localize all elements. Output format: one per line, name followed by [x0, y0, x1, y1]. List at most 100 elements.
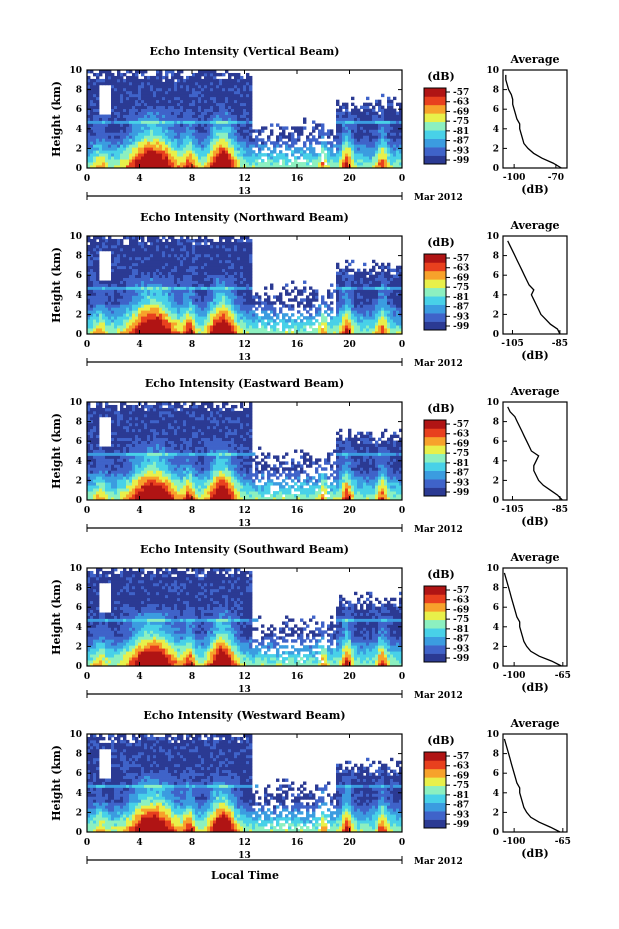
heat-cell: [156, 292, 160, 296]
heat-cell: [234, 111, 238, 115]
heat-cell: [198, 259, 202, 264]
heat-cell: [102, 280, 106, 284]
heat-cell: [354, 319, 358, 323]
heat-cell: [207, 117, 211, 121]
heat-cell: [120, 277, 124, 281]
heat-cell: [231, 102, 235, 107]
heat-cell: [387, 132, 391, 136]
heat-cell: [354, 135, 358, 139]
heat-cell: [168, 310, 172, 314]
heat-cell: [384, 156, 388, 160]
heat-cell: [123, 123, 127, 127]
heat-cell: [234, 120, 238, 124]
heat-cell: [225, 304, 229, 308]
heat-cell: [345, 316, 349, 320]
heat-cell: [303, 117, 307, 121]
heat-cell: [228, 159, 232, 163]
heat-cell: [396, 141, 400, 145]
heat-cell: [198, 123, 202, 127]
heat-cell: [207, 319, 211, 323]
heat-cell: [132, 102, 136, 107]
heat-cell: [243, 162, 247, 166]
heat-cell: [249, 99, 253, 104]
heat-cell: [390, 298, 394, 302]
heat-cell: [186, 250, 190, 255]
heat-cell: [171, 84, 175, 89]
heat-cell: [150, 99, 154, 104]
heat-cell: [345, 268, 349, 273]
heat-cell: [225, 120, 229, 124]
heat-cell: [375, 286, 379, 290]
heat-cell: [195, 129, 199, 133]
heat-cell: [186, 265, 190, 270]
heat-cell: [195, 105, 199, 110]
heat-cell: [87, 236, 91, 240]
heat-cell: [162, 277, 166, 281]
heat-cell: [147, 99, 151, 104]
heat-cell: [228, 307, 232, 311]
colorbar-label: -87: [453, 137, 469, 147]
heat-cell: [285, 325, 289, 329]
heat-cell: [384, 120, 388, 124]
heat-cell: [270, 310, 274, 314]
heat-cell: [87, 316, 91, 320]
heat-cell: [117, 244, 121, 249]
heat-cell: [138, 132, 142, 136]
heat-cell: [339, 147, 343, 151]
heat-cell: [369, 111, 373, 115]
heat-cell: [123, 283, 127, 287]
heat-cell: [222, 307, 226, 311]
heat-cell: [327, 328, 331, 332]
heat-cell: [393, 310, 397, 314]
heat-cell: [378, 274, 382, 278]
heat-cell: [111, 156, 115, 160]
heat-cell: [111, 295, 115, 299]
heat-cell: [231, 150, 235, 154]
heat-cell: [114, 274, 118, 278]
heat-cell: [135, 120, 139, 124]
heat-cell: [339, 165, 343, 169]
heat-cell: [360, 271, 364, 276]
heat-cell: [384, 328, 388, 332]
heat-cell: [114, 295, 118, 299]
heat-cell: [192, 238, 196, 243]
heat-cell: [330, 301, 334, 305]
heat-cell: [375, 123, 379, 127]
heat-cell: [117, 123, 121, 127]
heat-cell: [267, 322, 271, 326]
heat-cell: [363, 165, 367, 169]
heat-cell: [204, 313, 208, 317]
avg-y-tick-label: 10: [486, 66, 499, 76]
heat-cell: [360, 150, 364, 154]
heat-cell: [186, 283, 190, 287]
heat-cell: [372, 289, 376, 293]
heat-cell: [120, 90, 124, 95]
heat-cell: [351, 301, 355, 305]
heat-cell: [372, 114, 376, 118]
heat-cell: [213, 277, 217, 281]
heat-cell: [222, 253, 226, 258]
heat-cell: [183, 331, 187, 335]
heat-cell: [396, 162, 400, 166]
heat-cell: [339, 322, 343, 326]
heat-cell: [336, 141, 340, 145]
heat-cell: [198, 298, 202, 302]
heat-cell: [201, 117, 205, 121]
heat-cell: [237, 319, 241, 323]
heat-cell: [126, 159, 130, 163]
heat-cell: [102, 295, 106, 299]
heat-cell: [132, 81, 136, 86]
heat-cell: [159, 141, 163, 145]
heat-cell: [111, 316, 115, 320]
heat-cell: [144, 153, 148, 157]
heat-cell: [129, 301, 133, 305]
heat-cell: [228, 268, 232, 273]
heat-cell: [393, 165, 397, 169]
heat-cell: [339, 295, 343, 299]
heat-cell: [201, 286, 205, 290]
heat-cell: [354, 313, 358, 317]
heat-cell: [159, 156, 163, 160]
heat-cell: [93, 120, 97, 124]
heat-cell: [366, 144, 370, 148]
heat-cell: [378, 280, 382, 284]
